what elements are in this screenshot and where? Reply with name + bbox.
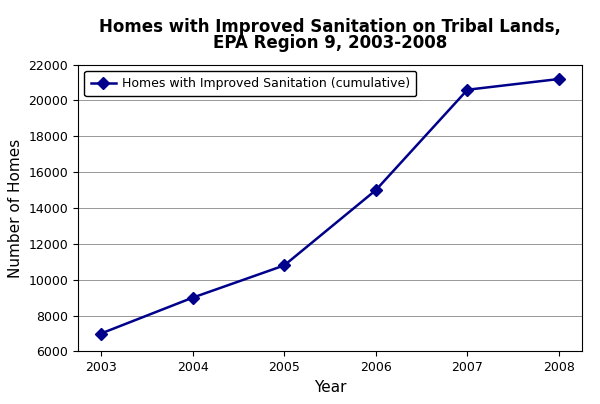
Homes with Improved Sanitation (cumulative) xyxy=(189,295,196,300)
Text: EPA Region 9, 2003-2008: EPA Region 9, 2003-2008 xyxy=(213,34,447,53)
X-axis label: Year: Year xyxy=(314,380,346,395)
Homes with Improved Sanitation (cumulative) xyxy=(372,188,379,193)
Homes with Improved Sanitation (cumulative) xyxy=(464,87,471,92)
Legend: Homes with Improved Sanitation (cumulative): Homes with Improved Sanitation (cumulati… xyxy=(84,71,416,97)
Homes with Improved Sanitation (cumulative) xyxy=(281,263,288,268)
Homes with Improved Sanitation (cumulative) xyxy=(97,331,104,336)
Homes with Improved Sanitation (cumulative) xyxy=(556,76,563,81)
Y-axis label: Number of Homes: Number of Homes xyxy=(8,139,23,278)
Line: Homes with Improved Sanitation (cumulative): Homes with Improved Sanitation (cumulati… xyxy=(97,75,563,338)
Text: Homes with Improved Sanitation on Tribal Lands,: Homes with Improved Sanitation on Tribal… xyxy=(99,18,561,36)
